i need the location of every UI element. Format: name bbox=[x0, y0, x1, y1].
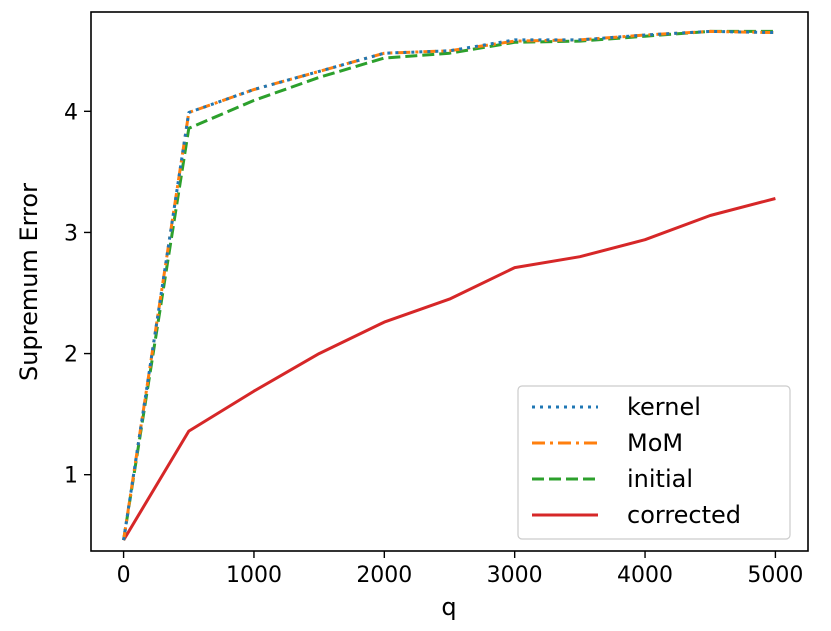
series-layer bbox=[122, 29, 776, 541]
plot-frame bbox=[90, 11, 809, 552]
series-line-3 bbox=[122, 197, 776, 541]
x-axis: 0 1000 2000 3000 4000 5000 bbox=[117, 551, 803, 588]
x-tick-label: 5000 bbox=[747, 563, 803, 588]
legend: kernel MoM initial corrected bbox=[517, 385, 791, 540]
y-tick-label: 3 bbox=[64, 221, 78, 246]
y-tick-label: 2 bbox=[64, 343, 78, 368]
legend-frame bbox=[517, 385, 791, 540]
x-tick-label: 1000 bbox=[226, 563, 282, 588]
legend-label-1: MoM bbox=[627, 429, 683, 457]
series-line-0 bbox=[122, 29, 776, 541]
legend-label-0: kernel bbox=[627, 393, 701, 421]
y-tick-label: 4 bbox=[64, 100, 78, 125]
y-axis: 1 2 3 4 bbox=[64, 100, 91, 489]
x-tick-label: 3000 bbox=[487, 563, 543, 588]
x-tick-label: 4000 bbox=[617, 563, 673, 588]
legend-label-3: corrected bbox=[627, 501, 741, 529]
x-tick-label: 0 bbox=[117, 563, 131, 588]
legend-items: kernel MoM initial corrected bbox=[532, 393, 741, 529]
y-tick-label: 1 bbox=[64, 464, 78, 489]
x-axis-label: q bbox=[441, 593, 456, 621]
y-axis-label: Supremum Error bbox=[15, 183, 43, 381]
x-tick-label: 2000 bbox=[356, 563, 412, 588]
legend-label-2: initial bbox=[627, 465, 693, 493]
